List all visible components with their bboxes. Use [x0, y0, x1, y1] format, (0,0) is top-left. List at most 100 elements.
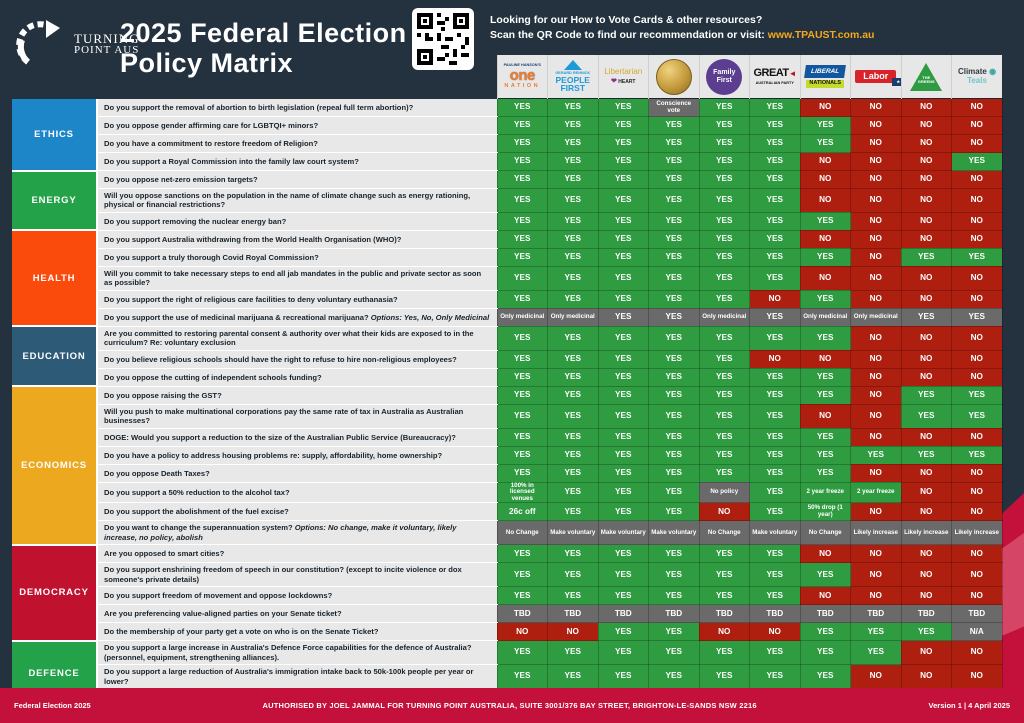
- table-row: Do you have a commitment to restore free…: [12, 134, 1003, 153]
- answer-cell: TBD: [496, 604, 548, 624]
- answer-cell: YES: [698, 349, 750, 369]
- table-row: Do you support enshrining freedom of spe…: [12, 562, 1003, 588]
- answer-cell: NO: [951, 481, 1003, 504]
- turning-point-logo: TURNING POINT AUS: [14, 18, 140, 70]
- answer-cell: YES: [547, 586, 599, 606]
- answer-cell: NO: [850, 289, 902, 309]
- answer-cell: NO: [496, 622, 548, 642]
- answer-cell: NO: [900, 562, 952, 588]
- answer-cell: NO: [850, 188, 902, 213]
- great-australian-party-logo: GREAT◄ AUSTRALIAN PARTY: [753, 67, 797, 85]
- answer-cell: YES: [496, 229, 548, 249]
- climate-teals-logo: Climate ◉ Teals: [957, 66, 997, 85]
- answer-cell: YES: [496, 367, 548, 387]
- answer-cell: YES: [547, 98, 599, 117]
- answer-cell: YES: [597, 134, 649, 153]
- answer-cell: YES: [648, 367, 700, 387]
- question-cell: Will you oppose sanctions on the populat…: [97, 188, 497, 213]
- answer-cell: Only medicinal: [496, 307, 548, 327]
- question-cell: Do you oppose raising the GST?: [97, 386, 497, 405]
- footer-version: Version 1 | 4 April 2025: [928, 701, 1010, 710]
- table-row: ENERGY Do you oppose net-zero emission ta…: [12, 170, 1003, 232]
- answer-cell: NO: [951, 134, 1003, 153]
- answer-cell: NO: [850, 427, 902, 447]
- answer-cell: NO: [951, 289, 1003, 309]
- answer-cell: NO: [900, 170, 952, 189]
- question-cell: Do you support a 50% reduction to the al…: [97, 482, 497, 504]
- answer-cell: YES: [496, 664, 548, 690]
- question-cell: Do you oppose Death Taxes?: [97, 464, 497, 483]
- answer-cell: YES: [547, 445, 599, 465]
- answer-cell: NO: [951, 229, 1003, 249]
- answer-cell: YES: [749, 188, 801, 213]
- table-row: Do you believe religious schools should …: [12, 349, 1003, 369]
- answer-cell: YES: [547, 481, 599, 504]
- answer-cell: YES: [496, 385, 548, 405]
- table-row: Do you support a large reduction of Aust…: [12, 664, 1003, 690]
- answer-cell: YES: [547, 188, 599, 213]
- answer-cell: YES: [698, 403, 750, 429]
- answer-cell: NO: [850, 562, 902, 588]
- answer-cell: YES: [597, 349, 649, 369]
- answer-cell: YES: [648, 170, 700, 189]
- answer-cell: YES: [799, 289, 851, 309]
- answer-cell: YES: [597, 544, 649, 564]
- answer-cell: YES: [698, 289, 750, 309]
- tpaust-link[interactable]: www.TPAUST.com.au: [767, 29, 875, 42]
- qr-code: [412, 8, 474, 70]
- table-row: DEFENCE Do you support a large increase i…: [12, 640, 1003, 708]
- answer-cell: NO: [698, 502, 750, 522]
- answer-cell: YES: [496, 349, 548, 369]
- answer-cell: TBD: [698, 604, 750, 624]
- answer-cell: YES: [496, 188, 548, 213]
- answer-cell: NO: [900, 116, 952, 135]
- answer-cell: YES: [496, 427, 548, 447]
- answer-cell: NO: [900, 349, 952, 369]
- answer-cell: YES: [698, 325, 750, 351]
- liberal-nationals-logo: LIBERAL NATIONALS: [801, 55, 850, 98]
- answer-cell: YES: [799, 247, 851, 267]
- answer-cell: YES: [698, 265, 750, 291]
- table-row: HEALTH Do you support Australia withdrawi…: [12, 229, 1003, 328]
- answer-cell: NO: [799, 586, 851, 606]
- answer-cell: YES: [496, 247, 548, 267]
- answer-cell: YES: [749, 481, 801, 504]
- answer-cell: YES: [547, 427, 599, 447]
- answer-cell: YES: [597, 152, 649, 171]
- answer-cell: YES: [597, 98, 649, 117]
- answer-cell: YES: [547, 116, 599, 135]
- answer-cell: NO: [799, 188, 851, 213]
- answer-cell: YES: [749, 152, 801, 171]
- answer-cell: NO: [900, 463, 952, 483]
- question-cell: Do you want to change the superannuation…: [97, 520, 497, 546]
- question-cell: Are you committed to restoring parental …: [97, 326, 497, 351]
- page-header: TURNING POINT AUS 2025 Federal Election …: [0, 0, 1024, 98]
- answer-cell: YES: [698, 229, 750, 249]
- question-cell: Do you support freedom of movement and o…: [97, 586, 497, 606]
- answer-cell: NO: [951, 116, 1003, 135]
- answer-cell: NO: [799, 349, 851, 369]
- answer-cell: YES: [749, 544, 801, 564]
- answer-cell: NO: [900, 367, 952, 387]
- table-row: Do you oppose the cutting of independent…: [12, 367, 1003, 387]
- answer-cell: YES: [698, 247, 750, 267]
- question-cell: Do you support the use of medicinal mari…: [97, 308, 497, 327]
- table-row: ECONOMICS Do you oppose raising the GST? Y…: [12, 385, 1003, 546]
- answer-cell: NO: [850, 152, 902, 171]
- resources-text: Looking for our How to Vote Cards & othe…: [490, 14, 875, 42]
- answer-cell: YES: [496, 640, 548, 666]
- answer-cell: NO: [900, 502, 952, 522]
- answer-cell: NO: [900, 152, 952, 171]
- header-spacer: [12, 55, 97, 99]
- answer-cell: YES: [900, 247, 952, 267]
- answer-cell: YES: [496, 170, 548, 189]
- answer-cell: YES: [547, 265, 599, 291]
- policy-matrix-table: PAULINE HANSON'S one NATION GERARD RENNICK P…: [12, 55, 1003, 708]
- answer-cell: YES: [547, 211, 599, 231]
- answer-cell: TBD: [547, 604, 599, 624]
- answer-cell: YES: [799, 116, 851, 135]
- answer-cell: NO: [951, 463, 1003, 483]
- answer-cell: NO: [951, 188, 1003, 213]
- answer-cell: YES: [597, 116, 649, 135]
- answer-cell: YES: [648, 502, 700, 522]
